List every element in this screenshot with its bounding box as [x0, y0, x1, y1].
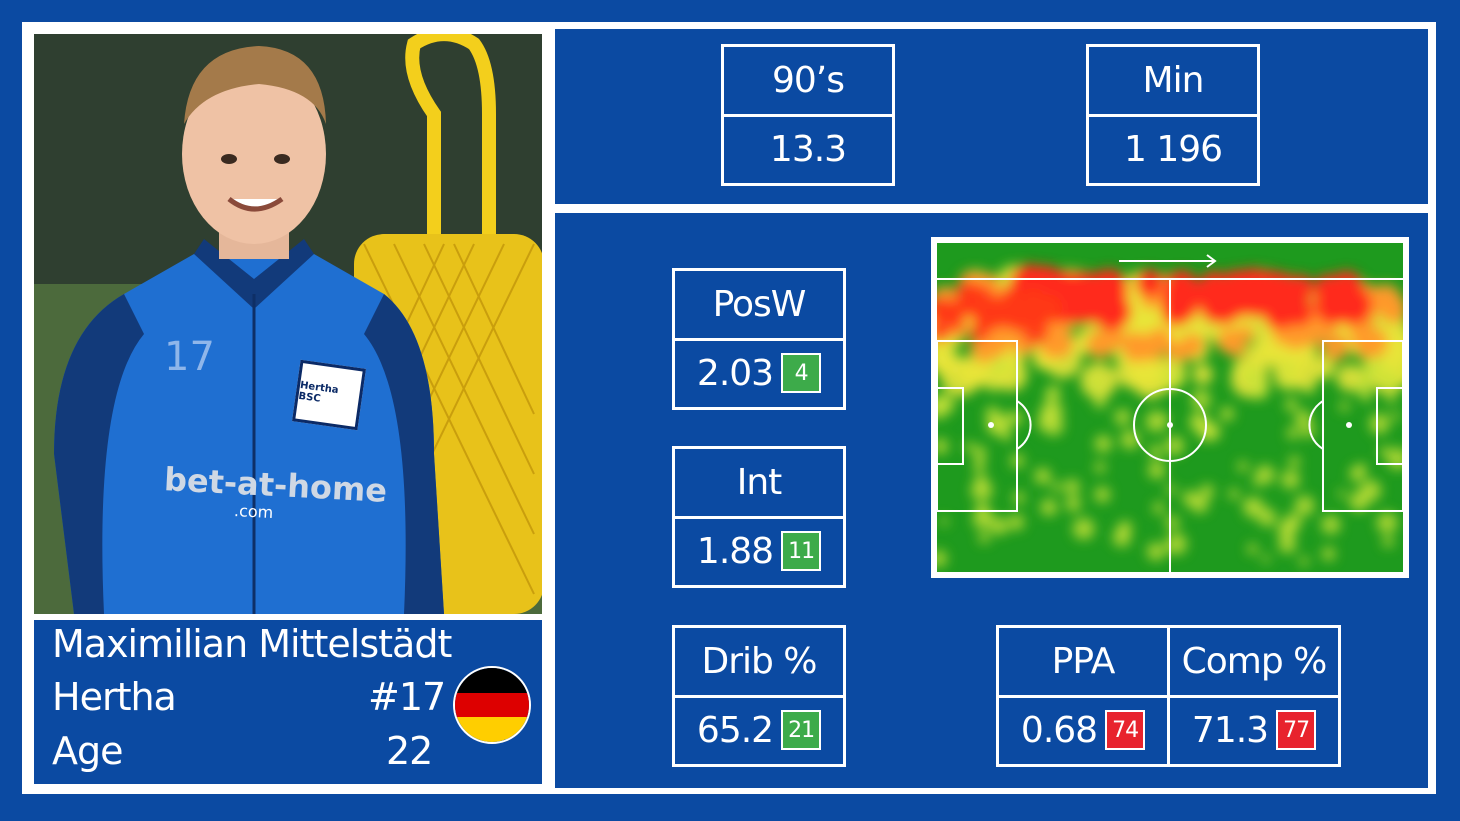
crest-text: Hertha BSC	[297, 379, 340, 405]
ppa-value: 0.68	[1020, 709, 1098, 751]
comp-label: Comp %	[1170, 628, 1338, 698]
nineties-value: 13.3	[769, 128, 847, 170]
club-crest: Hertha BSC	[292, 359, 366, 431]
ppa-label: PPA	[999, 628, 1167, 698]
minutes-box: Min 1 196	[1086, 44, 1260, 186]
shirt-number: 17	[164, 334, 215, 380]
int-label: Int	[675, 449, 843, 519]
comp-value: 71.3	[1191, 709, 1269, 751]
player-age: 22	[386, 729, 433, 773]
player-photo: 17 Hertha BSC bet-at-home .com	[34, 34, 542, 614]
minutes-label: Min	[1089, 47, 1257, 117]
nineties-label: 90’s	[724, 47, 892, 117]
heatmap	[931, 237, 1409, 578]
pitch-lines	[937, 278, 1403, 572]
drib-box: Drib % 65.2 21	[672, 625, 846, 767]
right-arrow-icon	[1119, 254, 1217, 268]
posw-value: 2.03	[696, 352, 774, 394]
minutes-value: 1 196	[1123, 128, 1223, 170]
age-label: Age	[52, 729, 123, 773]
posw-label: PosW	[675, 271, 843, 341]
summary-panel	[555, 29, 1428, 204]
drib-value: 65.2	[696, 709, 774, 751]
player-number: #17	[368, 675, 446, 719]
comp-box: Comp % 71.3 77	[1167, 625, 1341, 767]
comp-value-row: 71.3 77	[1170, 696, 1338, 764]
drib-label: Drib %	[675, 628, 843, 698]
int-box: Int 1.88 11	[672, 446, 846, 588]
ppa-box: PPA 0.68 74	[996, 625, 1170, 767]
drib-value-row: 65.2 21	[675, 696, 843, 764]
posw-value-row: 2.03 4	[675, 339, 843, 407]
nineties-box: 90’s 13.3	[721, 44, 895, 186]
comp-rank-badge: 77	[1276, 710, 1317, 750]
heatmap-pitch	[937, 243, 1403, 572]
int-value: 1.88	[696, 530, 774, 572]
player-name: Maximilian Mittelstädt	[52, 622, 452, 666]
sponsor-sub: .com	[233, 500, 274, 523]
player-team: Hertha	[52, 675, 177, 719]
germany-flag-icon	[453, 666, 531, 744]
drib-rank-badge: 21	[781, 710, 822, 750]
ppa-value-row: 0.68 74	[999, 696, 1167, 764]
int-rank-badge: 11	[781, 531, 822, 571]
posw-box: PosW 2.03 4	[672, 268, 846, 410]
posw-rank-badge: 4	[781, 353, 822, 393]
int-value-row: 1.88 11	[675, 517, 843, 585]
ppa-rank-badge: 74	[1105, 710, 1146, 750]
